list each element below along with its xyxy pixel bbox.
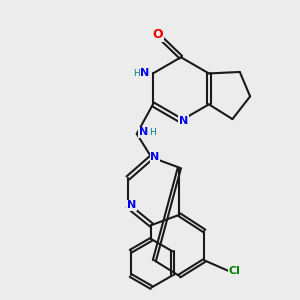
Text: N: N — [179, 116, 188, 126]
Text: N: N — [139, 127, 148, 137]
Text: H: H — [150, 128, 156, 137]
Text: H: H — [133, 69, 140, 78]
Text: O: O — [153, 28, 163, 41]
Text: N: N — [127, 200, 136, 210]
Text: Cl: Cl — [229, 266, 240, 276]
Text: N: N — [140, 68, 149, 78]
Text: N: N — [150, 152, 160, 162]
